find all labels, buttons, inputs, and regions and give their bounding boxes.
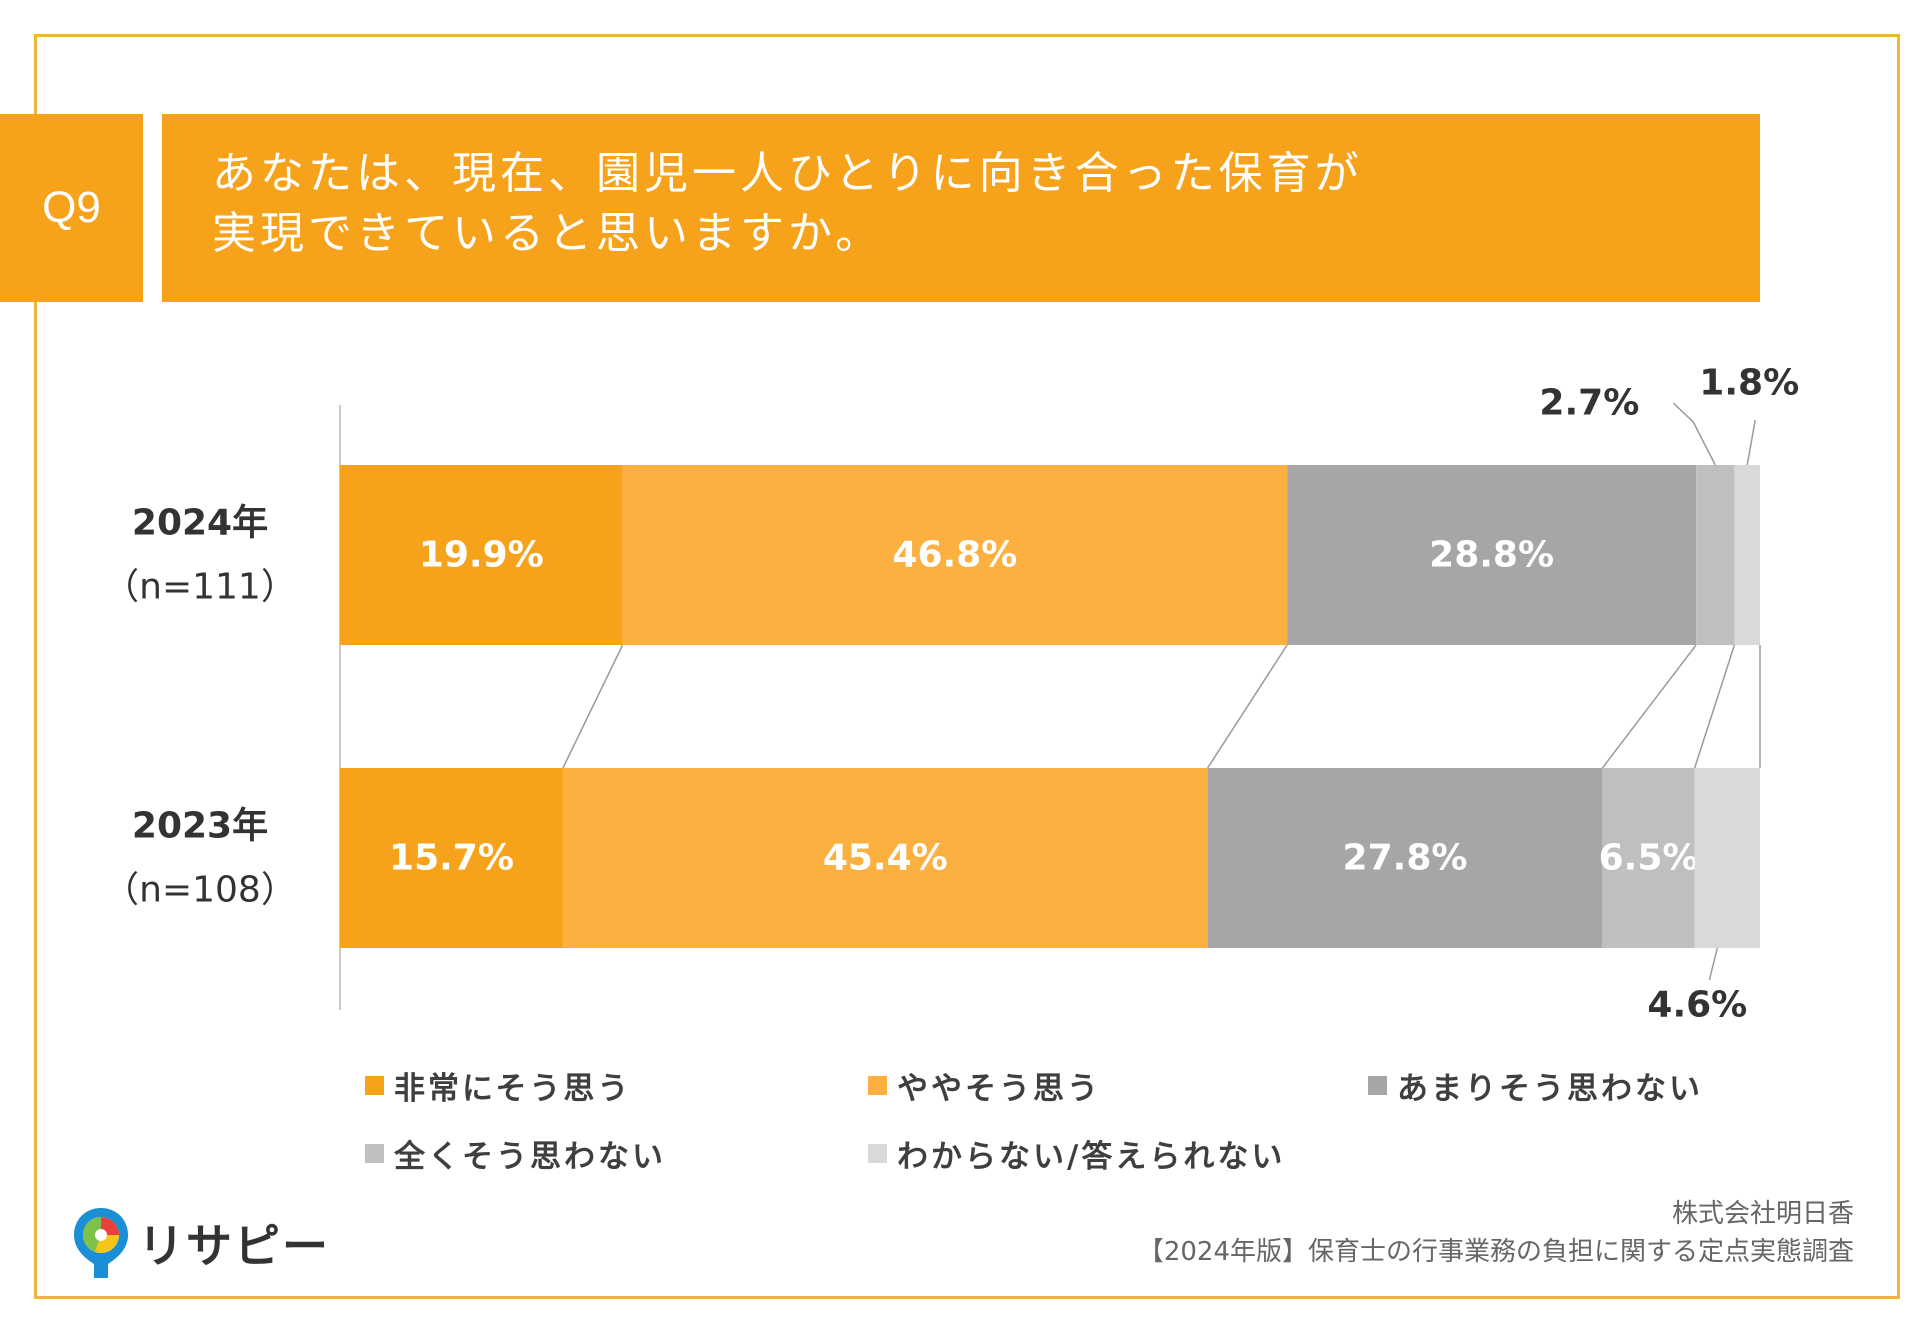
callout-line-r1-s4 bbox=[1708, 947, 1719, 981]
legend-swatch-1 bbox=[868, 1076, 887, 1095]
connector-line-3 bbox=[1601, 644, 1697, 769]
legend-swatch-3 bbox=[365, 1144, 384, 1163]
bar-segment-r0-s1 bbox=[622, 465, 1288, 645]
bar-segment-r1-s0 bbox=[340, 768, 563, 948]
question-title-line2: 実現できていると思いますか。 bbox=[212, 208, 884, 259]
category-label-year-1: 2023年 bbox=[132, 806, 268, 847]
chart-frame bbox=[34, 34, 1900, 1299]
bar-label-r0-s3: 2.7% bbox=[1539, 383, 1639, 424]
bar-segment-r1-s4 bbox=[1694, 768, 1760, 948]
footer: 株式会社明日香 【2024年版】保育士の行事業務の負担に関する定点実態調査 bbox=[1138, 1195, 1854, 1271]
legend-label-1: ややそう思う bbox=[897, 1071, 1101, 1107]
bar-label-r1-s4: 4.6% bbox=[1647, 985, 1747, 1026]
legend-label-2: あまりそう思わない bbox=[1397, 1071, 1703, 1107]
callout-line-r0-s4 bbox=[1746, 419, 1756, 466]
pin-logo-icon bbox=[74, 1208, 128, 1278]
category-label-n-0: （n=111） bbox=[103, 567, 297, 608]
footer-company: 株式会社明日香 bbox=[1671, 1199, 1854, 1229]
bar-label-r1-s3: 6.5% bbox=[1599, 838, 1699, 879]
logo-text: リサピー bbox=[138, 1219, 330, 1273]
legend-label-0: 非常にそう思う bbox=[394, 1071, 632, 1107]
footer-survey: 【2024年版】保育士の行事業務の負担に関する定点実態調査 bbox=[1137, 1237, 1854, 1267]
bar-segment-r0-s3 bbox=[1696, 465, 1735, 645]
bar-label-r1-s2: 27.8% bbox=[1343, 838, 1468, 879]
legend-swatch-0 bbox=[365, 1076, 384, 1095]
legend-label-4: わからない/答えられない bbox=[897, 1139, 1286, 1175]
category-label-n-1: （n=108） bbox=[103, 870, 297, 911]
bar-segment-r0-s4 bbox=[1734, 465, 1760, 645]
bar-segment-r1-s3 bbox=[1602, 768, 1695, 948]
bar-label-r0-s0: 19.9% bbox=[419, 535, 544, 576]
connector-line-2 bbox=[1206, 644, 1288, 769]
bar-label-r0-s2: 28.8% bbox=[1429, 535, 1554, 576]
legend-item-0: 非常にそう思う bbox=[365, 1063, 631, 1108]
legend-label-3: 全くそう思わない bbox=[394, 1139, 666, 1175]
legend-swatch-2 bbox=[1368, 1076, 1387, 1095]
bar-segment-r1-s1 bbox=[562, 768, 1208, 948]
question-title-line1: あなたは、現在、園児一人ひとりに向き合った保育が bbox=[212, 148, 1363, 199]
bar-label-r1-s1: 45.4% bbox=[823, 838, 948, 879]
bar-label-r1-s0: 15.7% bbox=[389, 838, 514, 879]
legend-swatch-4 bbox=[868, 1144, 887, 1163]
question-badge: Q9 bbox=[0, 114, 143, 302]
bar-label-r0-s4: 1.8% bbox=[1699, 363, 1799, 404]
bar-label-r0-s1: 46.8% bbox=[892, 535, 1017, 576]
connector-line-4 bbox=[1693, 644, 1736, 769]
legend-item-4: わからない/答えられない bbox=[868, 1131, 1285, 1176]
callout-line-r0-s3 bbox=[1672, 402, 1716, 466]
category-label-year-0: 2024年 bbox=[132, 503, 268, 544]
connector-line-1 bbox=[562, 644, 624, 769]
bar-segment-r0-s2 bbox=[1287, 465, 1697, 645]
legend-item-1: ややそう思う bbox=[868, 1063, 1101, 1108]
bar-segment-r1-s2 bbox=[1207, 768, 1603, 948]
legend-item-2: あまりそう思わない bbox=[1368, 1063, 1703, 1108]
stacked-bar-chart: 2024年 （n=111） 2023年 （n=108） 19.9% 46.8% 28.8% 1… bbox=[103, 363, 1799, 1026]
legend-item-3: 全くそう思わない bbox=[365, 1131, 666, 1176]
bar-segment-r0-s0 bbox=[340, 465, 623, 645]
question-title: あなたは、現在、園児一人ひとりに向き合った保育が 実現できていると思いますか。 bbox=[162, 114, 1760, 302]
risapy-logo: リサピー bbox=[70, 1204, 330, 1282]
